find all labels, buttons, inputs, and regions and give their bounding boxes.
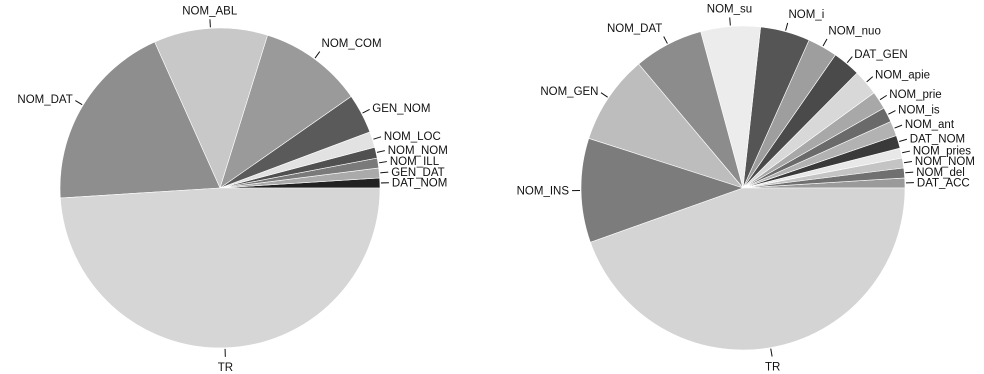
leader-line-nom-su	[729, 17, 731, 26]
slice-label-nom-ant: NOM_ant	[905, 119, 955, 131]
slice-label-dat-nom: DAT_NOM	[392, 178, 447, 190]
slice-label-nom-prie: NOM_prie	[889, 89, 941, 101]
slice-label-dat-acc: DAT_ACC	[917, 178, 970, 190]
leader-line-gen-nom	[362, 108, 370, 114]
leader-line-nom-nom	[903, 161, 913, 164]
leader-line-tr	[770, 348, 773, 357]
leader-line-nom-dat	[663, 36, 668, 44]
slice-label-nom-nom: NOM_NOM	[915, 156, 975, 168]
leader-line-dat-gen	[846, 56, 853, 63]
pie-slice-tr	[590, 187, 906, 351]
slice-label-nom-ill: NOM_ILL	[390, 156, 440, 168]
slice-label-tr: TR	[765, 361, 780, 373]
leader-line-gen-dat	[380, 171, 389, 174]
slice-label-nom-nom: NOM_NOM	[388, 145, 448, 157]
slice-label-nom-pries: NOM_pries	[913, 145, 971, 157]
leader-line-nom-is	[888, 110, 896, 115]
leader-line-nom-ant	[894, 124, 903, 129]
slice-label-nom-dat: NOM_DAT	[607, 23, 662, 35]
slice-label-dat-gen: DAT_GEN	[854, 49, 907, 61]
pie-slice-nom-dat	[59, 41, 221, 199]
pie-slice-nom-ins	[580, 138, 744, 243]
leader-line-nom-pries	[902, 150, 911, 154]
slice-label-nom-abl: NOM_ABL	[182, 5, 238, 17]
slice-label-nom-loc: NOM_LOC	[384, 131, 441, 143]
slice-label-nom-ins: NOM_INS	[517, 186, 570, 198]
slice-label-nom-com: NOM_COM	[322, 38, 382, 50]
leader-line-nom-i	[785, 22, 789, 31]
slice-label-gen-nom: GEN_NOM	[372, 103, 430, 115]
slice-label-nom-apie: NOM_apie	[875, 70, 930, 82]
slice-label-nom-dat: NOM_DAT	[17, 94, 72, 106]
leader-line-nom-prie	[879, 94, 888, 101]
slice-label-nom-gen: NOM_GEN	[540, 86, 598, 98]
leader-line-nom-ill	[378, 161, 387, 164]
leader-line-nom-com	[314, 51, 321, 59]
slice-label-tr: TR	[218, 362, 233, 374]
slice-label-nom-i: NOM_i	[788, 9, 824, 21]
leader-line-nom-apie	[866, 76, 874, 83]
leader-line-nom-nom	[376, 150, 385, 153]
slice-label-dat-nom: DAT_NOM	[910, 133, 965, 145]
pie-slice-tr	[60, 187, 381, 349]
slice-label-gen-dat: GEN_DAT	[391, 167, 444, 179]
pie-slice-nom-gen	[588, 63, 744, 189]
leader-line-nom-del	[905, 171, 914, 174]
slice-label-nom-del: NOM_del	[916, 167, 965, 179]
leader-line-nom-gen	[600, 92, 608, 98]
pie-slice-nom-com	[219, 34, 352, 189]
slice-label-nom-is: NOM_is	[898, 104, 940, 116]
leader-line-dat-nom	[899, 138, 908, 142]
leader-line-nom-loc	[373, 136, 382, 140]
leader-line-nom-dat	[75, 100, 83, 106]
slice-label-nom-nuo: NOM_nuo	[828, 25, 880, 37]
leader-line-nom-nuo	[822, 38, 828, 47]
pie-slice-nom-abl	[154, 27, 268, 189]
slice-label-nom-su: NOM_su	[707, 4, 752, 16]
